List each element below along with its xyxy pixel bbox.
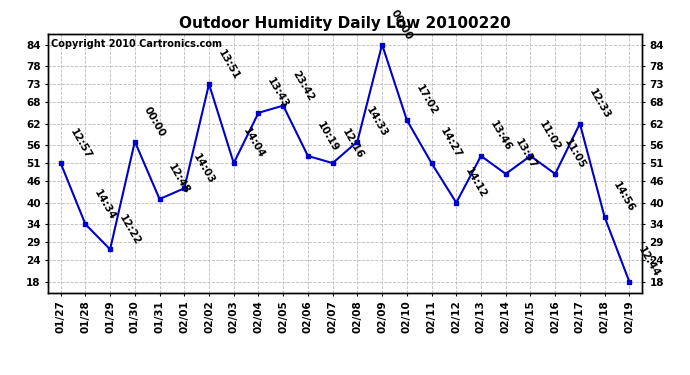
Text: 12:44: 12:44 (636, 245, 662, 279)
Title: Outdoor Humidity Daily Low 20100220: Outdoor Humidity Daily Low 20100220 (179, 16, 511, 31)
Text: 13:46: 13:46 (488, 119, 513, 153)
Text: 14:33: 14:33 (364, 105, 390, 139)
Text: 13:43: 13:43 (266, 76, 290, 110)
Text: 14:34: 14:34 (92, 188, 118, 222)
Text: 14:27: 14:27 (438, 126, 464, 160)
Text: 17:02: 17:02 (414, 83, 439, 117)
Text: 14:56: 14:56 (611, 180, 637, 214)
Text: 12:22: 12:22 (117, 213, 142, 247)
Text: 00:00: 00:00 (389, 8, 414, 42)
Text: 00:00: 00:00 (141, 105, 167, 139)
Text: 12:57: 12:57 (68, 126, 93, 160)
Text: 10:19: 10:19 (315, 120, 340, 153)
Text: 14:03: 14:03 (191, 152, 217, 186)
Text: 12:33: 12:33 (586, 87, 612, 121)
Text: 14:04: 14:04 (241, 126, 266, 160)
Text: 13:37: 13:37 (513, 137, 538, 171)
Text: 12:48: 12:48 (166, 162, 192, 196)
Text: Copyright 2010 Cartronics.com: Copyright 2010 Cartronics.com (51, 39, 222, 49)
Text: 12:16: 12:16 (339, 127, 365, 160)
Text: 14:12: 14:12 (463, 166, 489, 200)
Text: 11:02: 11:02 (538, 120, 562, 153)
Text: 13:51: 13:51 (216, 48, 241, 81)
Text: 11:05: 11:05 (562, 138, 587, 171)
Text: 23:42: 23:42 (290, 69, 315, 103)
